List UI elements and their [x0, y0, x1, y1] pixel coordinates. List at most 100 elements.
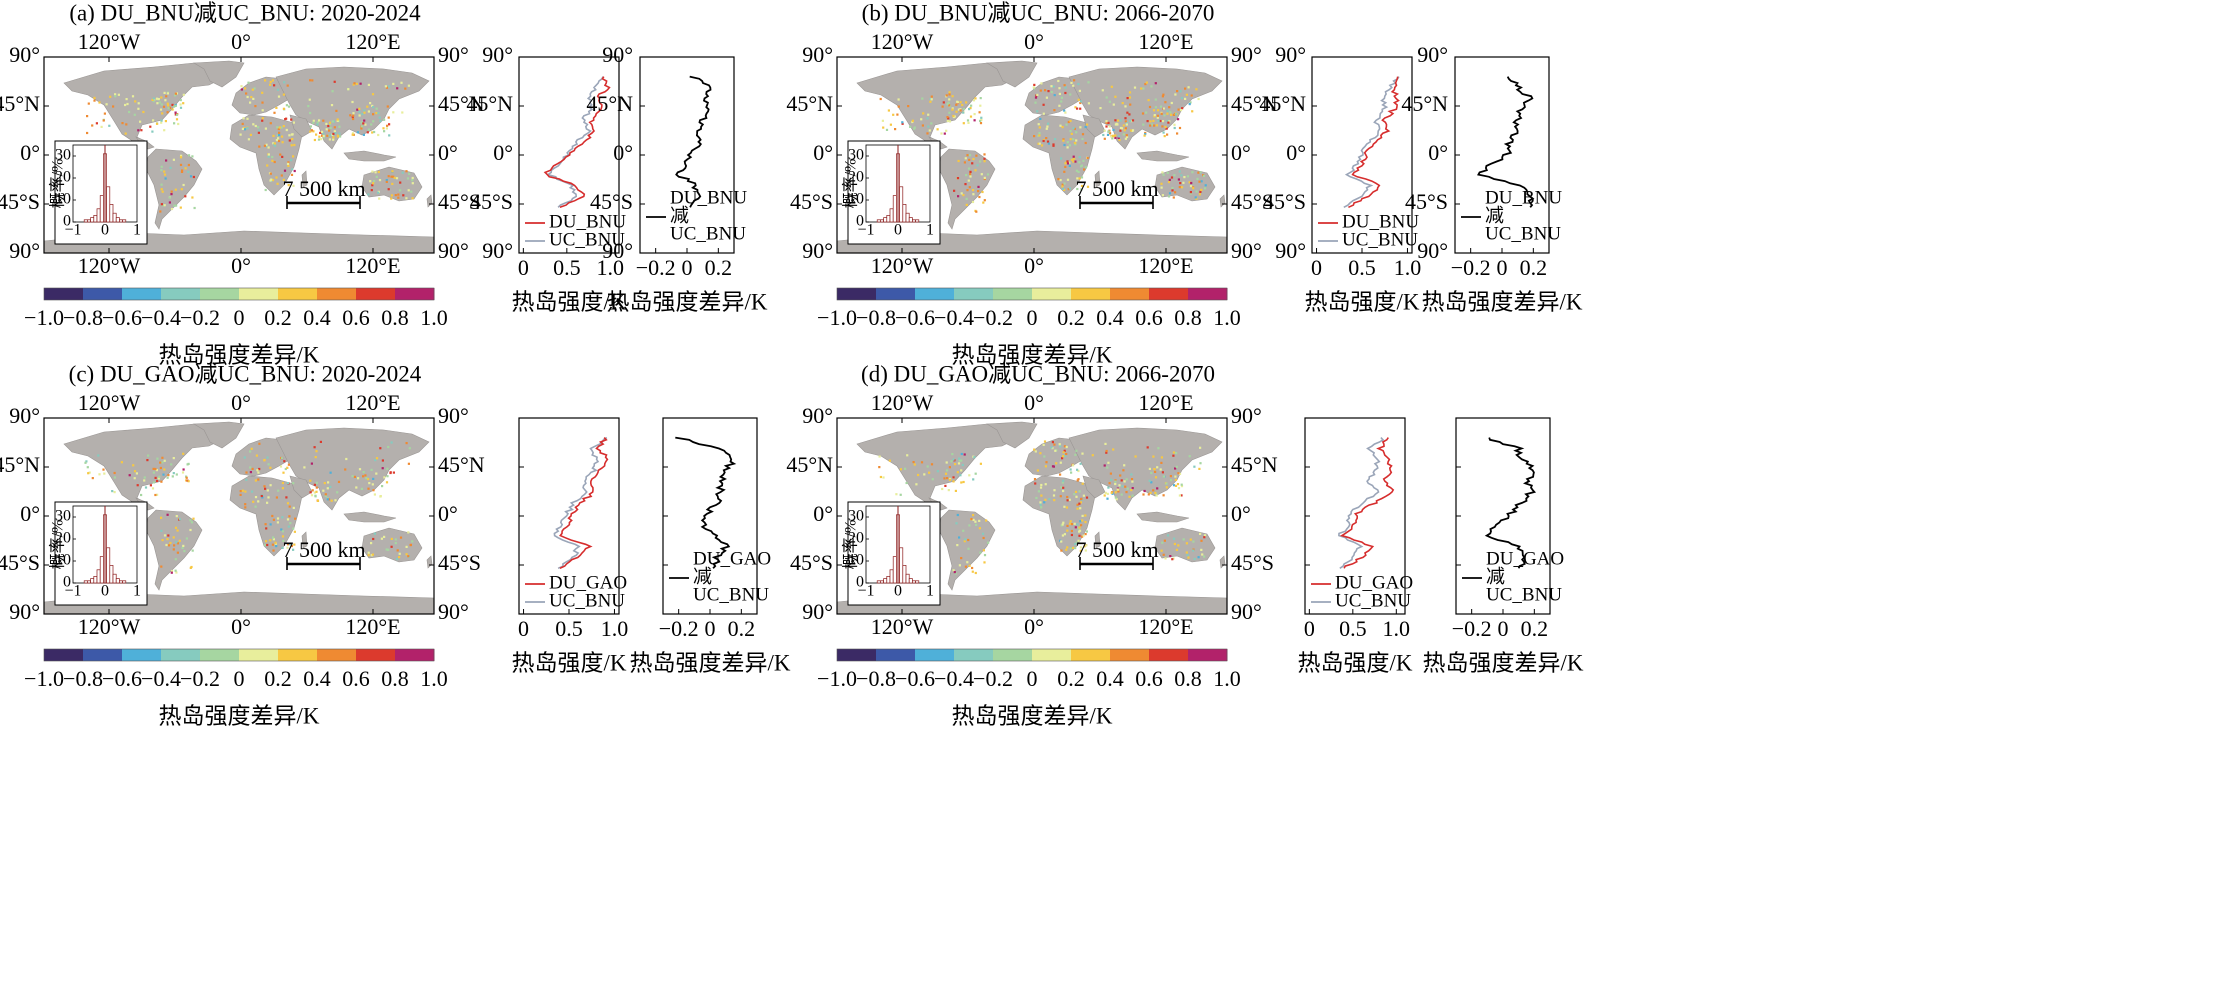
- uhi-pixel: [382, 127, 385, 130]
- uhi-pixel: [160, 121, 163, 124]
- inset-ytick-label: 0: [856, 213, 864, 230]
- uhi-pixel: [1133, 86, 1137, 89]
- uhi-pixel: [293, 543, 296, 546]
- uhi-pixel: [929, 100, 932, 103]
- uhi-pixel: [1039, 89, 1042, 92]
- x-tick-label: 0.5: [553, 255, 581, 280]
- uhi-pixel: [947, 489, 950, 492]
- uhi-pixel: [276, 88, 280, 91]
- uhi-pixel: [1103, 129, 1106, 132]
- uhi-pixel: [1160, 112, 1163, 115]
- uhi-pixel: [260, 494, 263, 498]
- uhi-pixel: [1149, 120, 1152, 123]
- colorbar-segment: [395, 649, 435, 661]
- uhi-pixel: [88, 471, 91, 474]
- uhi-pixel: [1175, 452, 1178, 455]
- uhi-pixel: [1061, 457, 1064, 460]
- inset-ytick-label: 10: [848, 552, 864, 569]
- uhi-pixel: [1155, 494, 1158, 497]
- uhi-pixel: [161, 461, 164, 464]
- uhi-pixel: [140, 129, 143, 132]
- uhi-pixel: [391, 182, 394, 185]
- uhi-pixel: [1087, 81, 1090, 84]
- uhi-pixel: [1078, 529, 1082, 532]
- uhi-pixel: [279, 153, 282, 156]
- uhi-pixel: [899, 468, 902, 471]
- uhi-pixel: [273, 111, 276, 114]
- uhi-pixel: [1079, 100, 1083, 103]
- uhi-pixel: [383, 476, 386, 479]
- uhi-pixel: [168, 201, 171, 204]
- uhi-pixel: [131, 95, 135, 98]
- uhi-pixel: [174, 111, 177, 114]
- uhi-pixel: [381, 467, 384, 470]
- uhi-pixel: [254, 124, 257, 128]
- uhi-pixel: [370, 468, 373, 471]
- uhi-pixel: [1117, 136, 1120, 139]
- uhi-pixel: [1077, 98, 1080, 101]
- uhi-pixel: [407, 462, 410, 465]
- uhi-pixel: [1087, 102, 1090, 105]
- colorbar-segment: [200, 649, 240, 661]
- uhi-pixel: [982, 536, 985, 540]
- uhi-pixel: [401, 171, 404, 174]
- uhi-pixel: [1171, 558, 1174, 561]
- uhi-pixel: [952, 480, 955, 483]
- uhi-pixel: [396, 558, 399, 561]
- uhi-pixel: [372, 113, 375, 116]
- uhi-pixel: [396, 87, 399, 90]
- uhi-pixel: [1170, 113, 1173, 116]
- uhi-pixel: [1053, 499, 1056, 502]
- lat-tick-label-left: 90°: [802, 403, 833, 428]
- uhi-pixel: [961, 463, 964, 467]
- colorbar-tick-label: 0.8: [381, 305, 409, 330]
- lat-tick-label-left: 0°: [813, 140, 833, 165]
- uhi-pixel: [1062, 479, 1065, 482]
- uhi-pixel: [983, 160, 986, 163]
- uhi-pixel: [280, 174, 283, 177]
- uhi-pixel: [269, 484, 272, 487]
- uhi-pixel: [1117, 490, 1120, 493]
- uhi-pixel: [1084, 549, 1087, 552]
- uhi-pixel: [1054, 449, 1057, 452]
- uhi-pixel: [1195, 190, 1198, 193]
- uhi-pixel: [1046, 140, 1050, 143]
- uhi-pixel: [319, 440, 322, 443]
- uhi-pixel: [972, 518, 975, 521]
- uhi-pixel: [1099, 107, 1102, 110]
- colorbar-segment: [1110, 288, 1150, 300]
- uhi-pixel: [1061, 185, 1064, 188]
- uhi-pixel: [965, 174, 968, 177]
- uhi-pixel: [1185, 551, 1188, 554]
- uhi-pixel: [1075, 131, 1078, 134]
- colorbar-segment: [317, 288, 357, 300]
- uhi-pixel: [169, 541, 172, 545]
- uhi-pixel: [1037, 490, 1040, 493]
- lon-tick-label-bottom: 120°E: [345, 253, 400, 278]
- uhi-pixel: [923, 473, 926, 476]
- uhi-pixel: [288, 139, 291, 142]
- legend-label-2: UC_BNU: [1335, 590, 1411, 611]
- colorbar-tick-label: −0.8: [856, 666, 896, 691]
- uhi-pixel: [329, 485, 332, 488]
- uhi-pixel: [1162, 173, 1165, 176]
- uhi-pixel: [399, 536, 403, 539]
- uhi-pixel: [192, 517, 195, 520]
- uhi-pixel: [240, 88, 243, 91]
- inset-ytick-label: 30: [848, 147, 864, 164]
- x-axis-title: 热岛强度/K: [512, 650, 627, 675]
- uhi-pixel: [125, 98, 128, 101]
- uhi-pixel: [111, 490, 114, 493]
- uhi-pixel: [281, 487, 284, 490]
- uhi-pixel: [269, 122, 272, 125]
- scale-bar-label: 7 500 km: [1075, 537, 1158, 562]
- uhi-pixel: [251, 88, 254, 91]
- uhi-pixel: [244, 87, 247, 90]
- uhi-pixel: [275, 139, 278, 142]
- colorbar-label: 热岛强度差异/K: [952, 703, 1113, 728]
- uhi-pixel: [178, 518, 181, 521]
- uhi-pixel: [1160, 186, 1163, 189]
- uhi-pixel: [1167, 121, 1170, 124]
- uhi-pixel: [1176, 132, 1179, 135]
